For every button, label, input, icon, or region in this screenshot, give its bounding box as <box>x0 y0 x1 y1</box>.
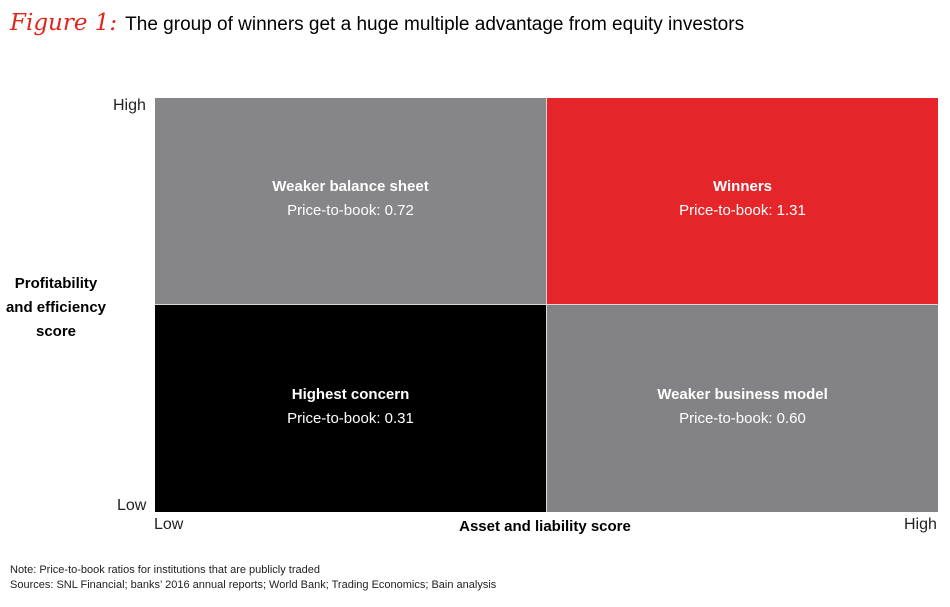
horizontal-divider <box>155 304 938 305</box>
quadrant-winners: Winners Price-to-book: 1.31 <box>547 98 938 304</box>
quadrant-weaker-business-model: Weaker business model Price-to-book: 0.6… <box>547 305 938 512</box>
quadrant-price-to-book: Price-to-book: 1.31 <box>679 202 806 219</box>
y-axis-title: Profitability and efficiency score <box>0 272 112 344</box>
figure-label: Figure 1: <box>10 10 118 36</box>
x-axis-low-label: Low <box>154 516 184 533</box>
y-axis-title-line: score <box>35 323 77 340</box>
y-axis-high-label: High <box>113 97 146 114</box>
y-axis-title-line: and efficiency <box>5 299 107 316</box>
quadrant-weaker-balance-sheet: Weaker balance sheet Price-to-book: 0.72 <box>155 98 546 304</box>
quadrant-name: Weaker business model <box>657 386 828 403</box>
quadrant-price-to-book: Price-to-book: 0.72 <box>287 202 414 219</box>
vertical-divider <box>546 98 547 512</box>
footnote: Note: Price-to-book ratios for instituti… <box>10 564 320 576</box>
quadrant-price-to-book: Price-to-book: 0.31 <box>287 410 414 427</box>
x-axis-title: Asset and liability score <box>459 518 631 535</box>
y-axis-low-label: Low <box>117 497 147 514</box>
figure-title-text: The group of winners get a huge multiple… <box>125 14 745 35</box>
quadrant-matrix: Weaker balance sheet Price-to-book: 0.72… <box>155 98 938 512</box>
y-axis-title-line: Profitability <box>14 275 98 292</box>
figure-title: Figure 1: The group of winners get a hug… <box>10 10 744 36</box>
sources-note: Sources: SNL Financial; banks’ 2016 annu… <box>10 579 497 591</box>
quadrant-name: Highest concern <box>291 386 410 403</box>
x-axis-high-label: High <box>904 516 937 533</box>
quadrant-highest-concern: Highest concern Price-to-book: 0.31 <box>155 305 546 512</box>
quadrant-price-to-book: Price-to-book: 0.60 <box>679 410 806 427</box>
quadrant-name: Weaker balance sheet <box>272 178 429 195</box>
quadrant-name: Winners <box>712 178 773 195</box>
